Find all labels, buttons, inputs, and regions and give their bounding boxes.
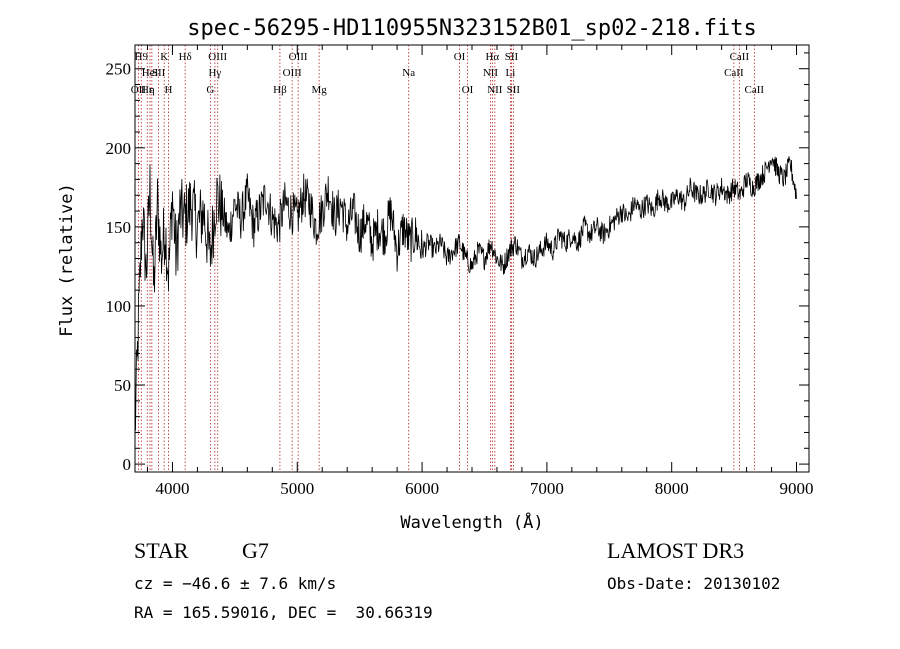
y-tick-label-0: 0: [123, 455, 132, 474]
line-label-5: SII: [152, 67, 166, 79]
line-label-21: NII: [487, 84, 503, 96]
line-label-11: OIII: [208, 51, 227, 63]
line-label-7: H: [164, 84, 172, 96]
line-label-24: SII: [507, 84, 521, 96]
observation-date: Obs-Date: 20130102: [607, 574, 781, 593]
line-label-8: Hδ: [179, 51, 192, 63]
x-tick-label-3: 7000: [530, 479, 564, 498]
y-tick-label-1: 50: [114, 376, 131, 395]
plot-frame: [134, 44, 810, 473]
line-label-3: HeI: [142, 67, 159, 79]
coordinates: RA = 165.59016, DEC = 30.66319: [134, 603, 433, 622]
survey-name: LAMOST DR3: [607, 538, 745, 563]
line-label-25: CaII: [724, 67, 744, 79]
object-class: STAR: [134, 538, 189, 563]
line-label-27: CaII: [745, 84, 765, 96]
line-label-13: OIII: [283, 67, 302, 79]
x-tick-label-1: 5000: [280, 479, 314, 498]
y-axis-label: Flux (relative): [57, 183, 77, 337]
line-label-22: Li: [506, 67, 516, 79]
tick-labels: 4000 5000 6000 7000 8000 9000 0 50 100 150 200 250: [106, 60, 814, 498]
line-label-10: Hγ: [208, 67, 221, 79]
chart-title: spec-56295-HD110955N323152B01_sp02-218.f…: [187, 16, 757, 41]
x-tick-label-5: 9000: [780, 479, 814, 498]
line-label-14: OIII: [289, 51, 308, 63]
line-label-23: SII: [505, 51, 519, 63]
line-label-12: Hβ: [273, 84, 287, 96]
line-label-9: G: [206, 84, 214, 96]
line-label-2: Hε: [141, 84, 154, 96]
series-layer: [134, 156, 797, 431]
x-tick-label-4: 8000: [655, 479, 689, 498]
line-label-4: η: [149, 84, 155, 96]
redshift-velocity: cz = −46.6 ± 7.6 km/s: [134, 574, 337, 593]
y-tick-label-5: 250: [106, 60, 132, 79]
object-subclass: G7: [242, 538, 269, 563]
y-tick-label-4: 200: [106, 139, 132, 158]
line-label-20: Hα: [485, 51, 499, 63]
line-label-16: Na: [402, 67, 415, 79]
x-axis-label: Wavelength (Å): [400, 511, 543, 533]
line-label-17: OI: [454, 51, 466, 63]
line-label-19: NII: [483, 67, 499, 79]
line-label-18: OI: [462, 84, 474, 96]
line-label-6: K: [160, 51, 168, 63]
x-tick-label-0: 4000: [155, 479, 189, 498]
x-tick-label-2: 6000: [405, 479, 439, 498]
line-label-15: Mg: [311, 84, 327, 96]
line-label-1: H9: [135, 51, 149, 63]
y-tick-label-2: 100: [106, 297, 132, 316]
spectral-line-labels: OIIH9HεHeIηSIIKHHδGHγOIIIHβOIIIOIIIMgNaO…: [131, 51, 765, 96]
line-label-26: CaII: [730, 51, 750, 63]
y-tick-label-3: 150: [106, 218, 132, 237]
axis-ticks: [135, 45, 809, 472]
series-line-flux: [134, 156, 797, 431]
